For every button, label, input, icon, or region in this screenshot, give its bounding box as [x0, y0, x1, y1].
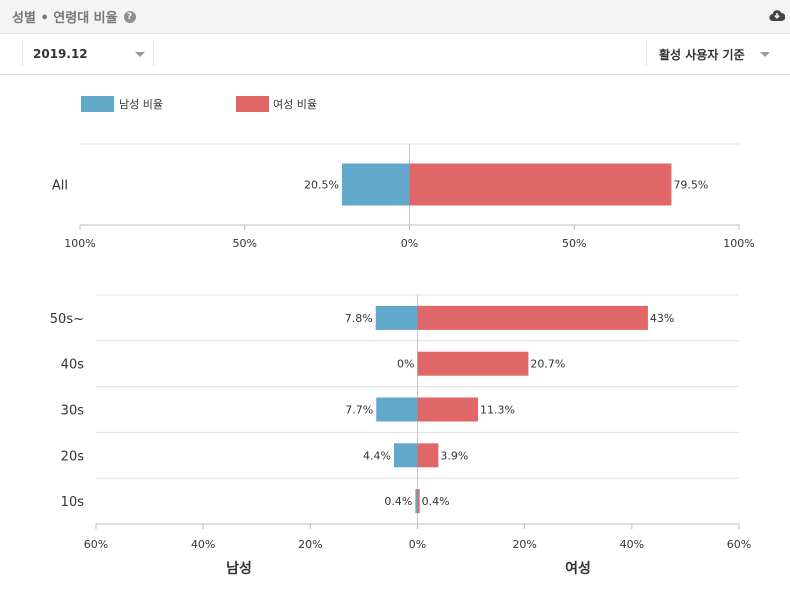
bar-male: [415, 489, 418, 514]
bar-female: [417, 397, 479, 422]
x-tick-label: 50%: [233, 237, 257, 250]
legend-label-female: 여성 비율: [273, 98, 317, 111]
period-select-value: 2019.12: [33, 47, 88, 61]
data-label-male: 7.7%: [345, 404, 373, 417]
x-tick-label: 100%: [723, 237, 754, 250]
legend-swatch-male: [81, 96, 114, 112]
bar-female: [417, 351, 529, 376]
panel-title: 성별 • 연령대 비율 ?: [12, 7, 136, 26]
x-axis-label-female: 여성: [565, 560, 591, 577]
bar-female: [417, 305, 648, 330]
category-label: 30s: [61, 404, 85, 419]
category-label: 50s~: [50, 312, 84, 327]
x-tick-label: 20%: [512, 538, 536, 551]
x-tick-label: 60%: [727, 538, 751, 551]
data-label-male: 7.8%: [345, 312, 373, 325]
cloud-download-icon[interactable]: [769, 9, 785, 23]
data-label-male: 0.4%: [384, 495, 412, 508]
category-label: 20s: [61, 449, 85, 464]
x-tick-label: 20%: [298, 538, 322, 551]
bar-female: [409, 163, 672, 206]
legend-swatch-female: [236, 96, 269, 112]
x-tick-label: 100%: [64, 237, 95, 250]
x-tick-label: 50%: [562, 237, 586, 250]
data-label-female: 0.4%: [422, 495, 450, 508]
panel-header: 성별 • 연령대 비율 ?: [0, 0, 790, 34]
bar-male: [341, 163, 410, 206]
data-label-male: 4.4%: [363, 449, 391, 462]
period-select[interactable]: 2019.12: [22, 42, 154, 66]
data-label-female: 43%: [650, 312, 674, 325]
basis-select[interactable]: 활성 사용자 기준: [646, 42, 778, 66]
x-tick-label: 40%: [620, 538, 644, 551]
x-tick-label: 0%: [401, 237, 418, 250]
bar-male: [376, 397, 418, 422]
data-label-female: 20.7%: [530, 358, 565, 371]
x-tick-label: 0%: [409, 538, 426, 551]
data-label-female: 11.3%: [480, 404, 515, 417]
gender-age-chart: 남성 비율 여성 비율 100% 50% 0% 50% 100% All 20.5% 79.5% 6…: [50, 96, 755, 577]
x-tick-label: 60%: [84, 538, 108, 551]
bar-female: [417, 443, 439, 468]
data-label-female: 79.5%: [673, 179, 708, 192]
data-label-male: 0%: [397, 358, 414, 371]
data-label-male: 20.5%: [304, 179, 339, 192]
chevron-down-icon: [760, 52, 770, 57]
filter-bar: 2019.12 활성 사용자 기준: [0, 34, 790, 75]
legend-label-male: 남성 비율: [119, 98, 163, 111]
bar-female: [417, 489, 420, 514]
category-label: 40s: [61, 358, 85, 373]
help-icon[interactable]: ?: [123, 10, 136, 23]
bar-male: [393, 443, 418, 468]
bar-male: [375, 305, 418, 330]
x-axis-label-male: 남성: [226, 560, 252, 577]
basis-select-value: 활성 사용자 기준: [659, 47, 745, 62]
category-label: All: [52, 179, 68, 194]
x-tick-label: 40%: [191, 538, 215, 551]
category-label: 10s: [61, 495, 85, 510]
data-label-female: 3.9%: [440, 449, 468, 462]
chevron-down-icon: [135, 52, 145, 57]
panel-title-text: 성별 • 연령대 비율: [12, 11, 118, 26]
